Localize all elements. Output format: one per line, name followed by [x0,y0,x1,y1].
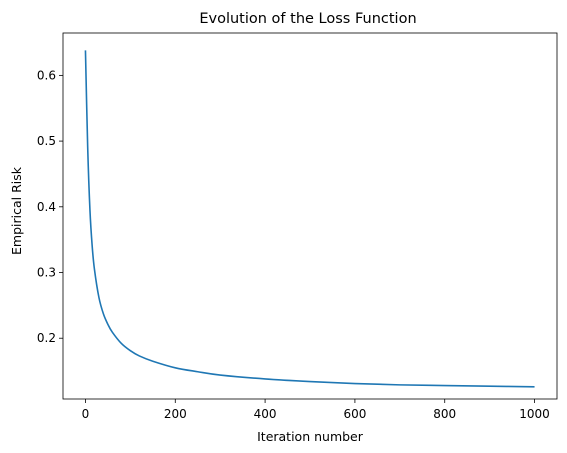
x-tick-label: 600 [343,407,366,421]
x-tick-label: 800 [433,407,456,421]
x-axis-label: Iteration number [257,429,364,444]
y-axis-ticks: 0.2 0.3 0.4 0.5 0.6 [37,68,63,345]
x-tick-label: 200 [164,407,187,421]
plot-area: 0 200 400 600 800 1000 0.2 0.3 0.4 0.5 0.6 [37,32,558,421]
x-tick-label: 400 [254,407,277,421]
x-tick-label: 1000 [519,407,550,421]
y-axis-label: Empirical Risk [9,166,24,255]
y-tick-label: 0.3 [37,266,56,280]
chart-title: Evolution of the Loss Function [199,11,416,27]
x-tick-label: 0 [82,407,90,421]
y-tick-label: 0.6 [37,68,56,82]
loss-curve-line [84,50,535,388]
y-tick-label: 0.4 [37,200,56,214]
series-layer [84,50,535,388]
y-tick-label: 0.5 [37,134,56,148]
plot-frame [62,32,558,400]
x-axis-ticks: 0 200 400 600 800 1000 [82,399,550,421]
y-tick-label: 0.2 [37,331,56,345]
